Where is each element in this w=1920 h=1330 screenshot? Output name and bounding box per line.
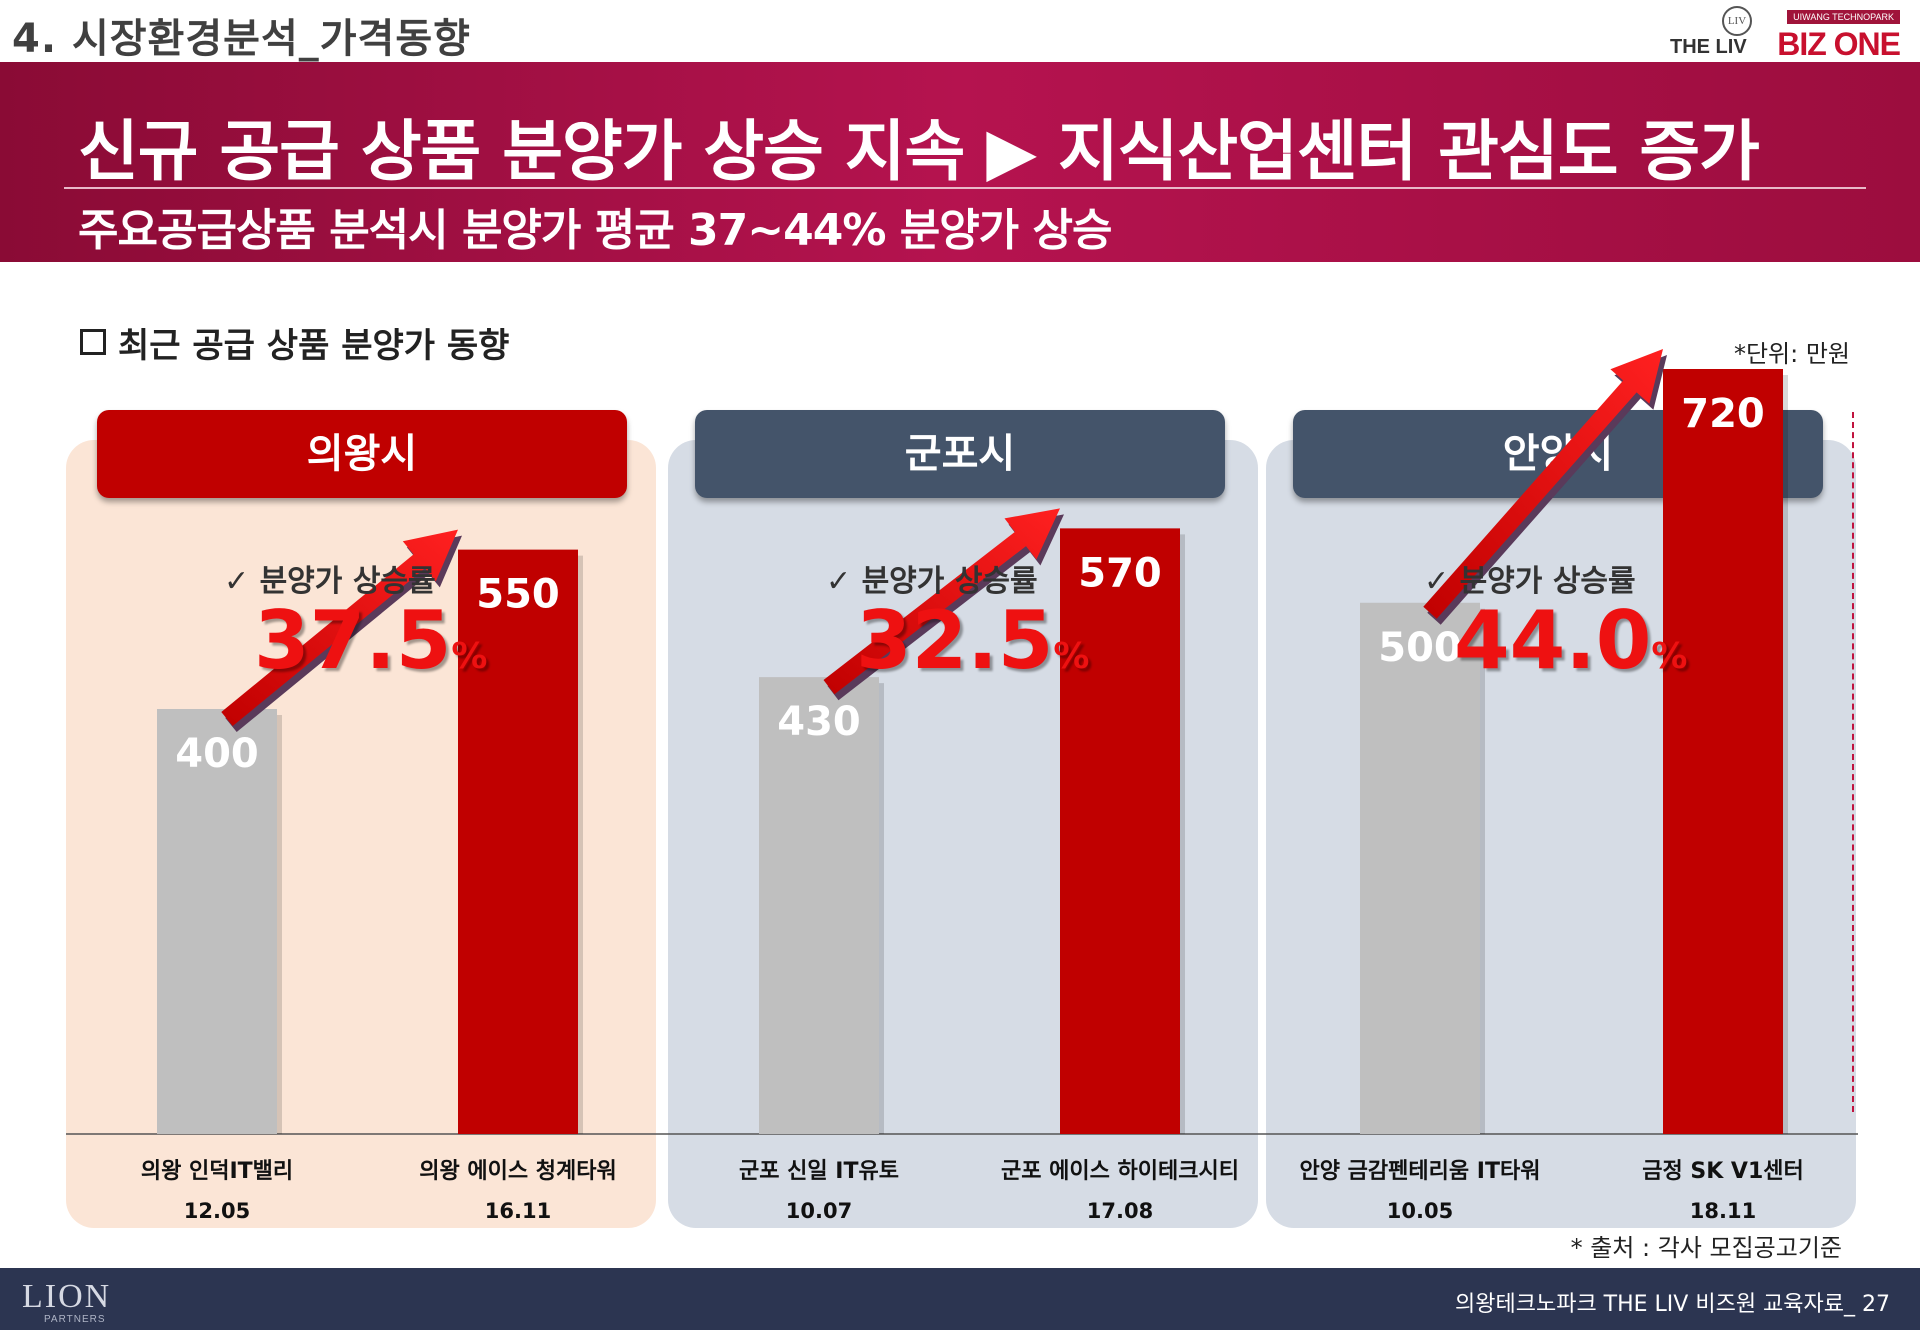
region-tab-gunpo: 군포시	[695, 410, 1225, 498]
category-date-label: 12.05	[184, 1199, 250, 1223]
section-title: 4. 시장환경분석_가격동향	[12, 16, 471, 62]
rate-number: 37.5	[254, 594, 452, 687]
increase-arrow-icon	[221, 529, 458, 726]
rate-value: 37.5%	[254, 594, 487, 687]
bar-value-label: 550	[476, 572, 560, 618]
bar-shadow	[277, 715, 282, 1134]
rate-label: ✓ 분양가 상승률	[224, 564, 436, 599]
logo-the-liv: THE LIV	[1670, 36, 1747, 58]
banner-divider	[64, 187, 1866, 189]
category-date-label: 16.11	[485, 1199, 551, 1223]
headline-banner: 신규 공급 상품 분양가 상승 지속 ▶ 지식산업센터 관심도 증가 주요공급상…	[0, 62, 1920, 262]
chart-heading-text: 최근 공급 상품 분양가 동향	[118, 326, 510, 366]
bar-value-label: 500	[1378, 625, 1462, 671]
bar-old	[759, 677, 879, 1134]
category-label: 의왕 인덕IT밸리	[141, 1159, 293, 1184]
rate-number: 32.5	[856, 594, 1054, 687]
unit-note: *단위: 만원	[1733, 340, 1850, 368]
bar-shadow	[879, 683, 884, 1134]
bar-shadow	[578, 555, 583, 1134]
rate-percent-sign: %	[451, 636, 488, 677]
chart-heading: 최근 공급 상품 분양가 동향	[80, 318, 509, 367]
increase-arrow-icon	[823, 508, 1060, 695]
bar-value-label: 430	[777, 699, 861, 745]
bar-old	[1360, 602, 1480, 1134]
bar-shadow	[1783, 375, 1788, 1134]
rate-value: 32.5%	[856, 594, 1089, 687]
subheadline: 주요공급상품 분석시 분양가 평균 37~44% 분양가 상승	[78, 205, 1112, 256]
source-note: * 출처 : 각사 모집공고기준	[1570, 1234, 1842, 1262]
category-label: 의왕 에이스 청계타워	[419, 1159, 616, 1184]
footer-brand: LION	[22, 1278, 112, 1315]
divider-dashed-line	[1852, 412, 1854, 1112]
category-label: 군포 에이스 하이테크시티	[1001, 1159, 1239, 1184]
category-label: 군포 신일 IT유토	[739, 1159, 899, 1184]
category-date-label: 10.05	[1387, 1199, 1453, 1223]
bar-value-label: 400	[175, 731, 259, 777]
liv-monogram-icon: LIV	[1722, 6, 1752, 36]
footer-bar: LION PARTNERS 의왕테크노파크 THE LIV 비즈원 교육자료_ …	[0, 1268, 1920, 1330]
footer-brand-sub: PARTNERS	[44, 1314, 106, 1325]
category-label: 안양 금감펜테리움 IT타워	[1300, 1159, 1541, 1184]
increase-arrow-icon	[1423, 349, 1663, 619]
rate-number: 44.0	[1454, 594, 1652, 687]
rate-percent-sign: %	[1053, 636, 1090, 677]
brand-logo: LIV UIWANG TECHNOPARK THE LIV BIZ ONE	[1670, 6, 1901, 62]
price-chart: 400 의왕 인덕IT밸리 12.05 550 의왕 에이스 청계타워 16.11 430 군…	[66, 349, 1858, 1223]
bar-new	[458, 549, 578, 1134]
rate-percent-sign: %	[1651, 636, 1688, 677]
category-label: 금정 SK V1센터	[1642, 1159, 1804, 1184]
rate-label: ✓ 분양가 상승률	[1424, 564, 1636, 599]
bar-value-label: 720	[1681, 391, 1765, 437]
bar-new	[1663, 369, 1783, 1134]
checkbox-square-icon	[80, 329, 106, 355]
rate-label: ✓ 분양가 상승률	[826, 564, 1038, 599]
logo-biz-one: BIZ ONE	[1777, 26, 1901, 62]
footer-caption: 의왕테크노파크 THE LIV 비즈원 교육자료_ 27	[1455, 1292, 1890, 1317]
headline: 신규 공급 상품 분양가 상승 지속 ▶ 지식산업센터 관심도 증가	[78, 113, 1760, 190]
bar-shadow	[1180, 534, 1185, 1134]
bar-shadow	[1480, 608, 1485, 1134]
category-date-label: 18.11	[1690, 1199, 1756, 1223]
bar-new	[1060, 528, 1180, 1134]
bar-value-label: 570	[1078, 550, 1162, 596]
logo-park-label: UIWANG TECHNOPARK	[1787, 10, 1900, 24]
region-tab-uiwang: 의왕시	[97, 410, 627, 498]
category-date-label: 17.08	[1087, 1199, 1153, 1223]
rate-value: 44.0%	[1454, 594, 1687, 687]
category-date-label: 10.07	[786, 1199, 852, 1223]
bar-old	[157, 709, 277, 1134]
